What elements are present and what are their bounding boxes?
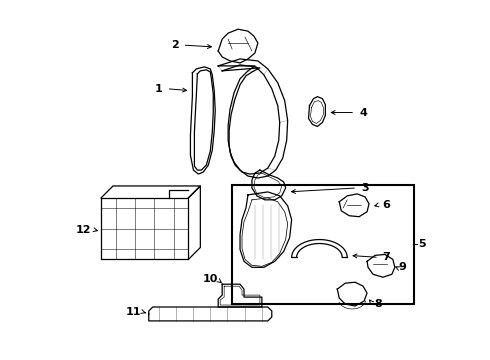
Text: 7: 7 [382, 252, 390, 262]
Text: 6: 6 [382, 200, 390, 210]
Text: 3: 3 [361, 183, 368, 193]
Text: 1: 1 [155, 84, 163, 94]
Text: 10: 10 [203, 274, 218, 284]
Text: 8: 8 [374, 299, 382, 309]
Bar [232, 185, 414, 304]
Text: 4: 4 [359, 108, 367, 117]
Text: 5: 5 [418, 239, 426, 248]
Text: 2: 2 [171, 40, 178, 50]
Text: 12: 12 [75, 225, 91, 235]
Text: 11: 11 [125, 307, 141, 317]
Text: 9: 9 [399, 262, 407, 272]
